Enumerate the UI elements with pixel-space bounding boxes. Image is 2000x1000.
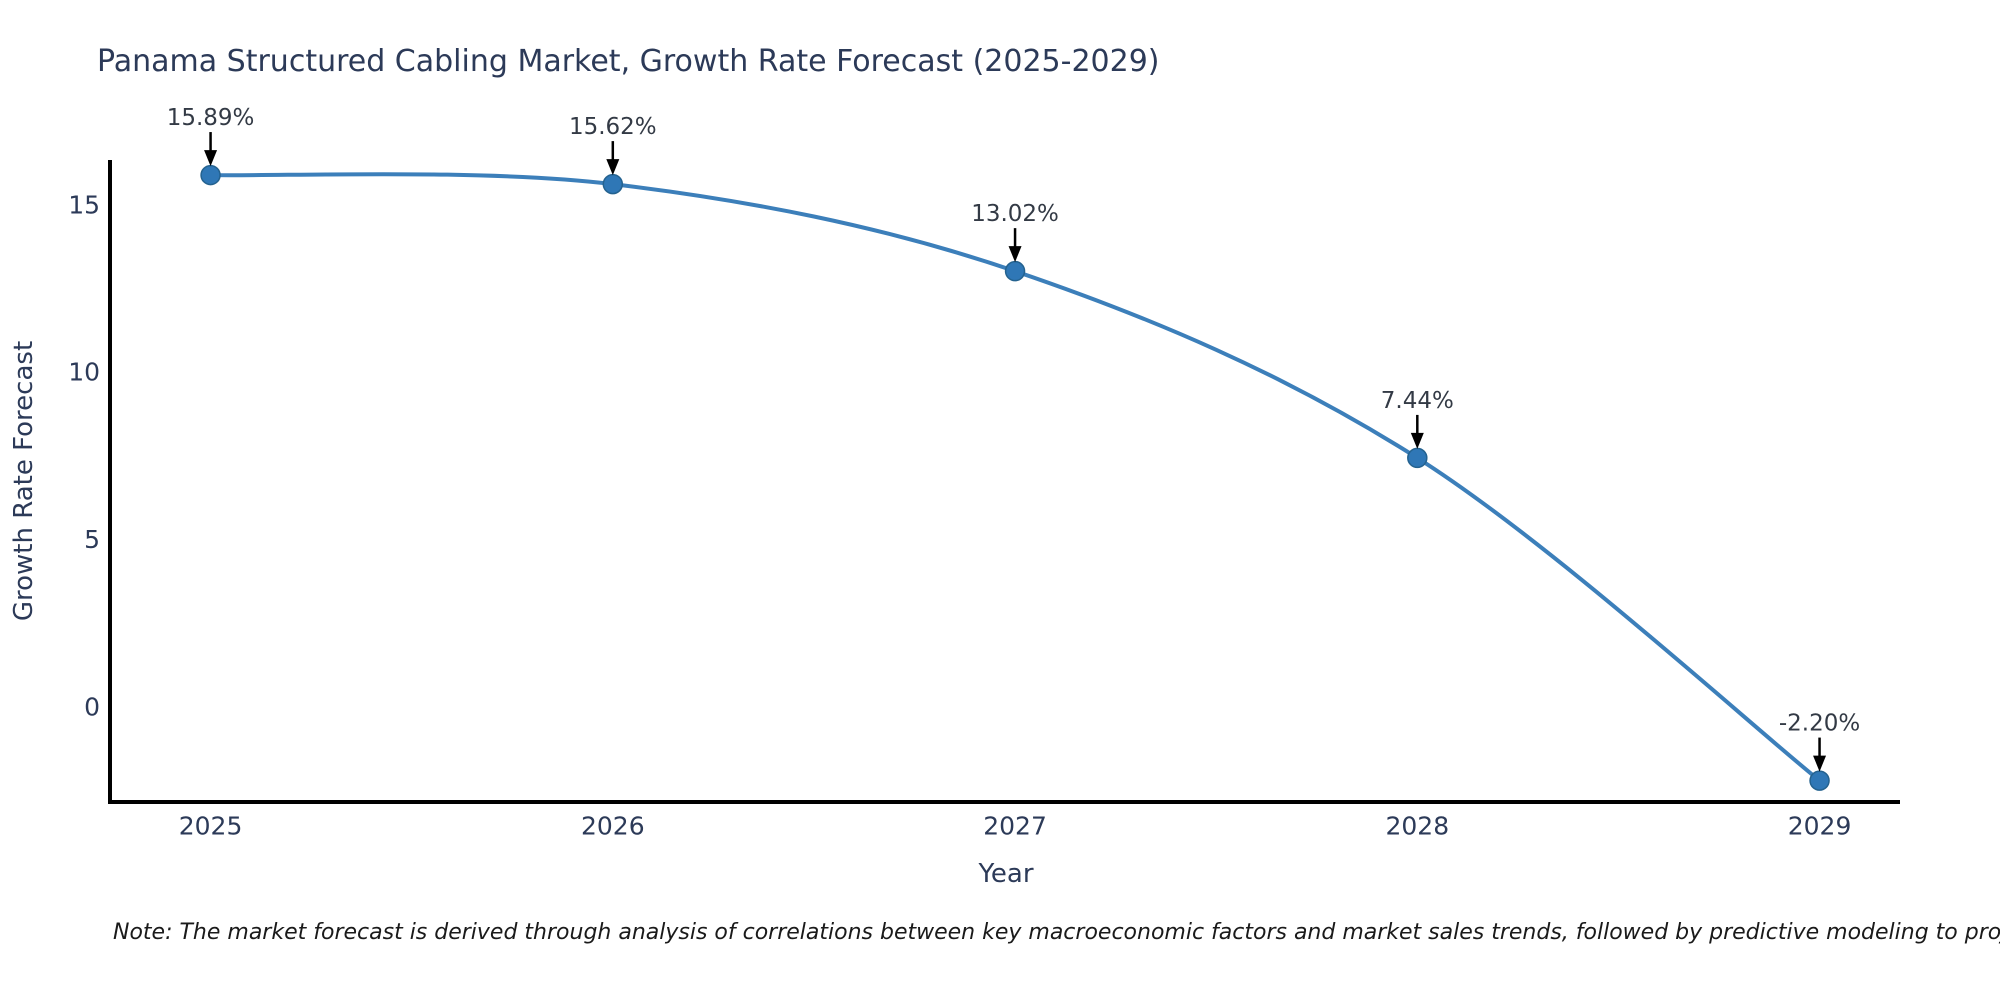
data-point-2028 — [1407, 447, 1428, 469]
chart-title: Panama Structured Cabling Market, Growth… — [97, 44, 1160, 79]
y-tick-label-10: 10 — [68, 358, 100, 387]
annotation-arrow-head-2028 — [1410, 432, 1424, 449]
x-tick-label-2028: 2028 — [1385, 812, 1449, 841]
annotation-label-2029: -2.20% — [1779, 711, 1860, 737]
plot-area: 2025 2026 2027 2028 2029 15 10 5 0 15.89% 15.62% 13… — [68, 105, 1860, 840]
x-tick-label-2029: 2029 — [1788, 812, 1852, 841]
y-tick-label-5: 5 — [84, 525, 100, 554]
annotation-arrow-head-2025 — [204, 150, 218, 167]
data-point-2025 — [200, 164, 221, 186]
footnote: Note: The market forecast is derived thr… — [113, 920, 2000, 945]
x-tick-label-2025: 2025 — [179, 812, 243, 841]
data-point-2029 — [1809, 770, 1830, 791]
annotation-arrow-head-2027 — [1008, 246, 1022, 263]
y-axis-title-group: Growth Rate Forecast — [9, 341, 39, 621]
x-axis-title: Year — [977, 859, 1033, 889]
annotation-arrow-head-2026 — [606, 159, 620, 176]
data-point-2027 — [1004, 260, 1026, 282]
y-axis-title: Growth Rate Forecast — [9, 341, 39, 621]
annotation-label-2028: 7.44% — [1381, 388, 1454, 414]
annotation-label-2026: 15.62% — [569, 114, 657, 140]
data-point-2026 — [602, 173, 624, 195]
y-tick-label-0: 0 — [84, 692, 100, 721]
annotation-label-2025: 15.89% — [167, 105, 255, 131]
x-tick-label-2027: 2027 — [983, 812, 1047, 841]
annotation-label-2027: 13.02% — [971, 201, 1059, 227]
y-tick-label-15: 15 — [68, 190, 100, 219]
axis-lines — [108, 160, 1900, 804]
annotation-arrow-head-2029 — [1813, 755, 1827, 772]
x-tick-label-2026: 2026 — [581, 812, 645, 841]
